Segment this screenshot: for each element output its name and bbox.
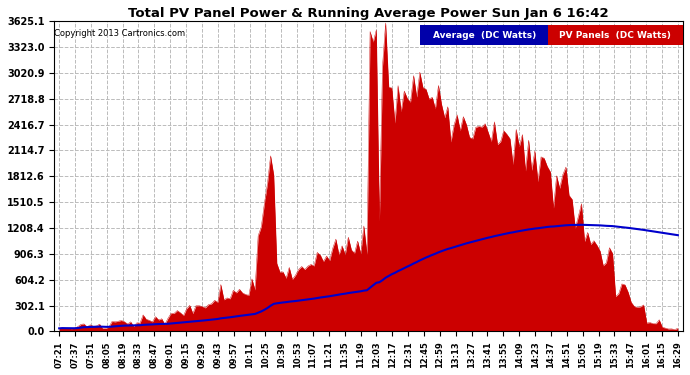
Title: Total PV Panel Power & Running Average Power Sun Jan 6 16:42: Total PV Panel Power & Running Average P…	[128, 7, 609, 20]
Text: Average  (DC Watts): Average (DC Watts)	[433, 31, 536, 40]
Text: PV Panels  (DC Watts): PV Panels (DC Watts)	[560, 31, 671, 40]
Text: Copyright 2013 Cartronics.com: Copyright 2013 Cartronics.com	[55, 29, 186, 38]
